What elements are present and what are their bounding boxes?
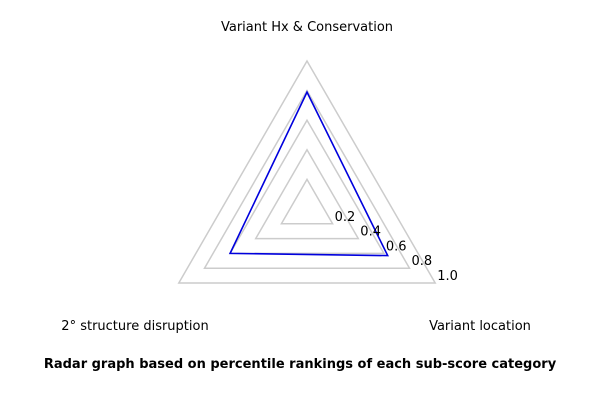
axis-label-variant-hx-conservation: Variant Hx & Conservation <box>221 20 393 35</box>
tick-labels: 0.2 0.4 0.6 0.8 1.0 <box>335 210 458 284</box>
tick-label-0-6: 0.6 <box>386 239 407 254</box>
grid-ring-0-8 <box>203 89 411 269</box>
tick-label-1-0: 1.0 <box>437 269 458 284</box>
data-series <box>228 90 389 257</box>
axis-label-2-structure-disruption: 2° structure disruption <box>61 319 208 334</box>
tick-label-0-4: 0.4 <box>360 225 381 240</box>
axis-labels: Variant Hx & Conservation Variant locati… <box>61 20 531 334</box>
grid-ring-0-2 <box>280 177 334 225</box>
axis-label-variant-location: Variant location <box>429 319 531 334</box>
tick-label-0-2: 0.2 <box>335 210 356 225</box>
chart-caption: Radar graph based on percentile rankings… <box>43 357 557 372</box>
series-line-0 <box>228 90 389 257</box>
tick-label-0-8: 0.8 <box>412 254 433 269</box>
grid-ring-1 <box>177 59 437 284</box>
grid-rings <box>177 59 437 284</box>
grid-ring-0-4 <box>254 148 360 240</box>
grid-ring-0-6 <box>228 118 386 255</box>
